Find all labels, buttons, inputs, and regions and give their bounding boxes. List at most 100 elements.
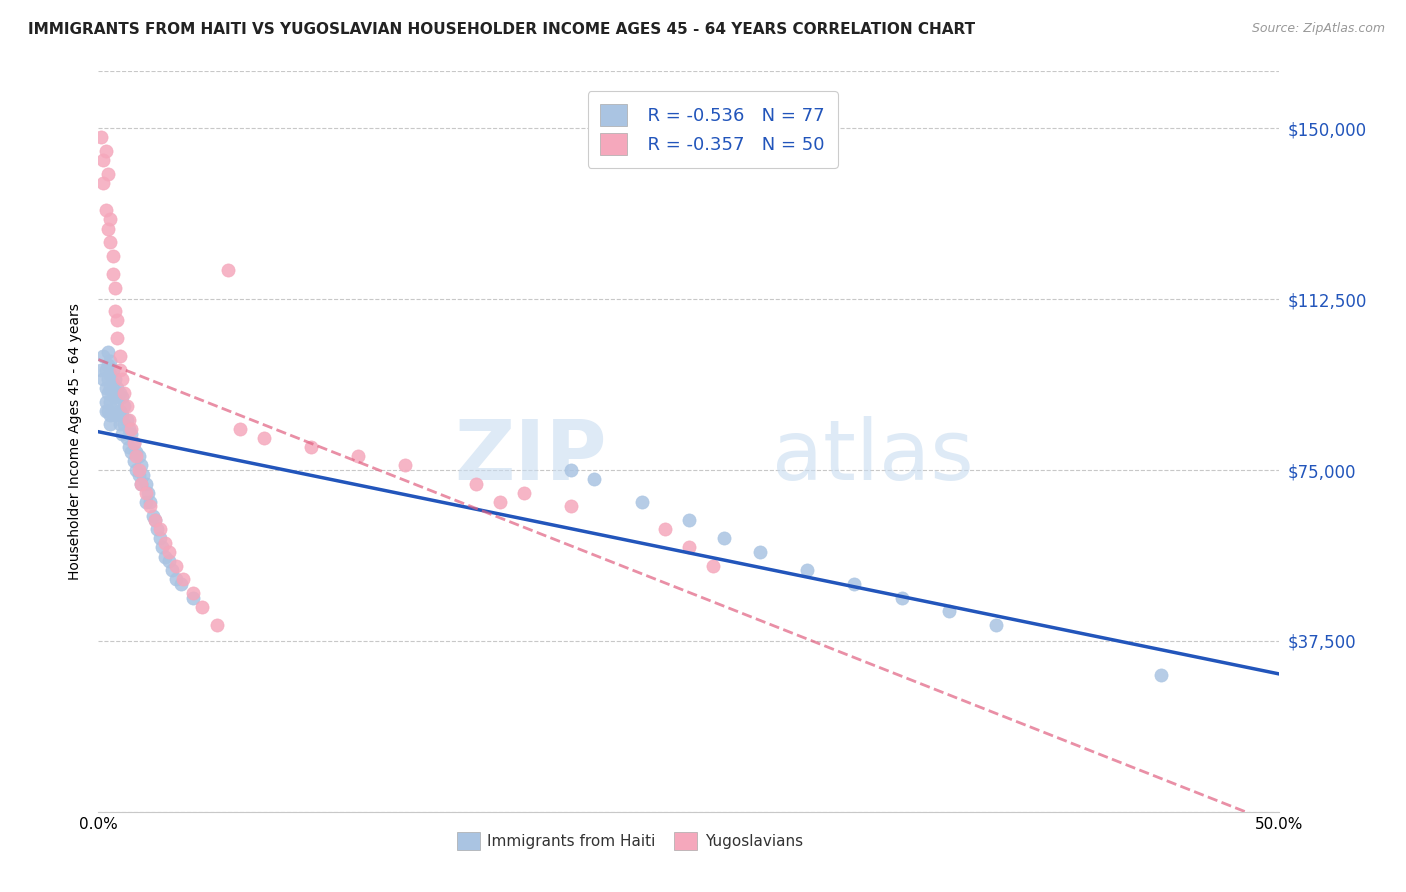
Point	[157, 545, 180, 559]
Point	[118, 422, 141, 436]
Point	[112, 399, 135, 413]
Point	[560, 500, 582, 514]
Point	[121, 422, 143, 436]
Point	[97, 372, 120, 386]
Point	[191, 599, 214, 614]
Point	[489, 495, 512, 509]
Point	[108, 363, 131, 377]
Point	[91, 153, 114, 168]
Point	[153, 549, 176, 564]
Point	[91, 176, 114, 190]
Point	[678, 541, 700, 555]
Point	[112, 417, 135, 432]
Point	[90, 363, 112, 377]
Point	[101, 363, 124, 377]
Point	[111, 390, 134, 404]
Point	[984, 618, 1007, 632]
Point	[135, 485, 157, 500]
Point	[143, 513, 166, 527]
Point	[125, 450, 148, 464]
Point	[112, 385, 135, 400]
Point	[108, 417, 131, 432]
Point	[160, 563, 183, 577]
Text: IMMIGRANTS FROM HAITI VS YUGOSLAVIAN HOUSEHOLDER INCOME AGES 45 - 64 YEARS CORRE: IMMIGRANTS FROM HAITI VS YUGOSLAVIAN HOU…	[28, 22, 976, 37]
Point	[115, 399, 138, 413]
Point	[111, 409, 134, 423]
Point	[129, 476, 152, 491]
Point	[748, 545, 770, 559]
Point	[139, 495, 162, 509]
Point	[105, 394, 128, 409]
Point	[118, 440, 141, 454]
Point	[98, 353, 121, 368]
Point	[149, 522, 172, 536]
Point	[98, 235, 121, 250]
Point	[844, 577, 866, 591]
Point	[654, 522, 676, 536]
Point	[105, 331, 128, 345]
Point	[104, 372, 127, 386]
Point	[165, 558, 187, 573]
Point	[1150, 668, 1173, 682]
Point	[560, 463, 582, 477]
Point	[97, 358, 120, 372]
Point	[91, 349, 114, 363]
Point	[796, 563, 818, 577]
Point	[139, 500, 162, 514]
Point	[132, 467, 155, 482]
Point	[115, 413, 138, 427]
Point	[128, 467, 150, 482]
Point	[122, 435, 145, 450]
Point	[135, 476, 157, 491]
Point	[91, 372, 114, 386]
Point	[153, 536, 176, 550]
Text: ZIP: ZIP	[454, 416, 606, 497]
Point	[128, 463, 150, 477]
Point	[97, 404, 120, 418]
Point	[253, 431, 276, 445]
Point	[713, 532, 735, 546]
Point	[98, 368, 121, 382]
Point	[181, 591, 204, 605]
Point	[170, 577, 193, 591]
Point	[94, 203, 117, 218]
Point	[101, 267, 124, 281]
Point	[97, 385, 120, 400]
Point	[94, 144, 117, 158]
Point	[583, 472, 606, 486]
Point	[142, 508, 165, 523]
Point	[97, 221, 120, 235]
Point	[121, 444, 143, 458]
Point	[104, 303, 127, 318]
Point	[149, 532, 172, 546]
Point	[678, 513, 700, 527]
Point	[630, 495, 652, 509]
Point	[128, 450, 150, 464]
Point	[125, 444, 148, 458]
Point	[146, 522, 169, 536]
Point	[205, 618, 228, 632]
Point	[135, 495, 157, 509]
Point	[101, 249, 124, 263]
Point	[97, 344, 120, 359]
Point	[90, 130, 112, 145]
Point	[108, 404, 131, 418]
Point	[94, 363, 117, 377]
Point	[122, 435, 145, 450]
Point	[394, 458, 416, 473]
Point	[347, 450, 370, 464]
Point	[111, 372, 134, 386]
Point	[97, 167, 120, 181]
Point	[101, 376, 124, 391]
Point	[136, 485, 159, 500]
Point	[165, 573, 187, 587]
Point	[143, 513, 166, 527]
Point	[98, 417, 121, 432]
Text: Source: ZipAtlas.com: Source: ZipAtlas.com	[1251, 22, 1385, 36]
Point	[121, 426, 143, 441]
Point	[129, 458, 152, 473]
Y-axis label: Householder Income Ages 45 - 64 years: Householder Income Ages 45 - 64 years	[69, 303, 83, 580]
Point	[890, 591, 912, 605]
Point	[98, 212, 121, 227]
Legend: Immigrants from Haiti, Yugoslavians: Immigrants from Haiti, Yugoslavians	[447, 822, 813, 860]
